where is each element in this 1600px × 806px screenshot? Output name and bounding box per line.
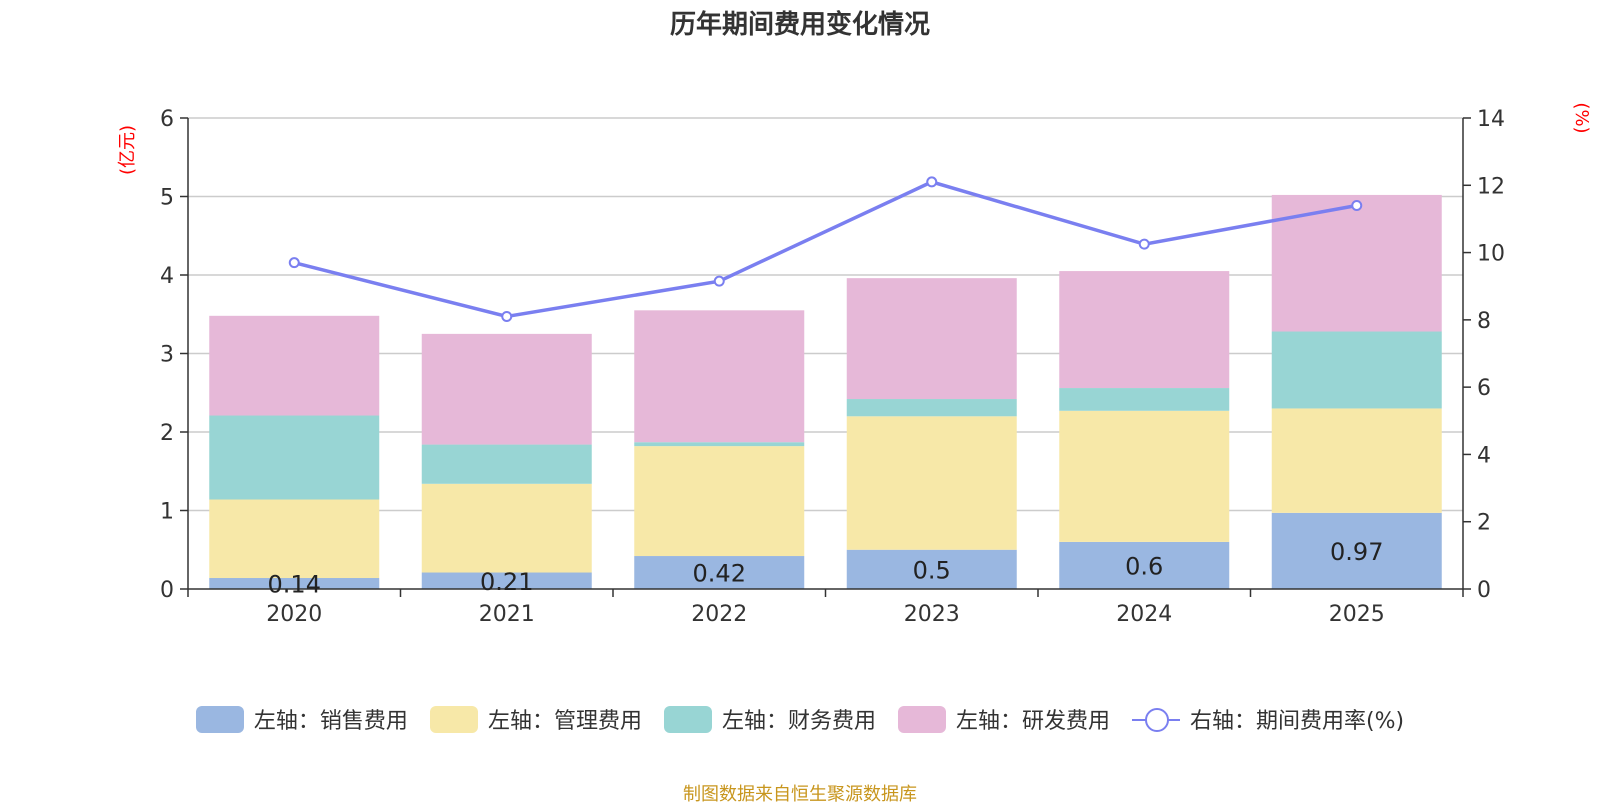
bar-segment-2-2025 xyxy=(1271,331,1442,409)
right-axis-tick-label: 8 xyxy=(1477,309,1491,334)
data-source-note: 制图数据来自恒生聚源数据库 xyxy=(683,784,917,805)
right-axis-tick-label: 2 xyxy=(1477,511,1491,536)
chart-title: 历年期间费用变化情况 xyxy=(669,10,930,40)
bar-segment-2-2021 xyxy=(421,444,592,484)
left-axis-unit: (亿元) xyxy=(117,125,138,175)
bar-segment-1-2024 xyxy=(1059,410,1230,542)
bar-data-label: 0.5 xyxy=(913,556,951,584)
expense-rate-line xyxy=(293,180,1358,319)
bar-segment-1-2023 xyxy=(846,416,1017,550)
left-axis-tick-label: 0 xyxy=(160,578,174,603)
expense-rate-point xyxy=(713,275,725,287)
x-axis-tick-label: 2021 xyxy=(479,602,535,627)
bar-segment-0-2025 xyxy=(1271,512,1442,589)
left-axis-tick-label: 3 xyxy=(160,343,174,368)
bar-segment-3-2025 xyxy=(1271,194,1442,332)
bar-segment-3-2021 xyxy=(421,333,592,445)
bar-segment-3-2023 xyxy=(846,278,1017,400)
expense-rate-point xyxy=(1351,199,1363,211)
bar-data-label: 0.42 xyxy=(693,560,746,588)
legend-label-sales: 左轴：销售费用 xyxy=(253,709,408,734)
bar-layer xyxy=(209,194,1442,589)
x-axis-tick-label: 2020 xyxy=(266,602,322,627)
bar-segment-3-2020 xyxy=(209,315,380,416)
x-axis-tick-label: 2022 xyxy=(691,602,747,627)
x-axis-tick-label: 2024 xyxy=(1116,602,1172,627)
bar-segment-2-2023 xyxy=(846,399,1017,417)
bar-segment-0-2023 xyxy=(846,549,1017,589)
x-axis-tick-label: 2023 xyxy=(904,602,960,627)
bar-segment-2-2024 xyxy=(1059,388,1230,411)
chart-legend: 左轴：销售费用 左轴：管理费用 左轴：财务费用 左轴：研发费用 右轴：期间费用率… xyxy=(0,703,1600,735)
bar-segment-0-2022 xyxy=(634,556,805,589)
right-axis-unit: (%) xyxy=(1571,102,1592,133)
expense-rate-point xyxy=(501,310,513,322)
bar-segment-2-2022 xyxy=(634,442,805,447)
right-axis-tick-label: 6 xyxy=(1477,376,1491,401)
bar-segment-1-2020 xyxy=(209,499,380,579)
expense-rate-point xyxy=(1138,238,1150,250)
right-axis-tick-label: 4 xyxy=(1477,443,1491,468)
bar-segment-1-2021 xyxy=(421,483,592,573)
bar-segment-2-2020 xyxy=(209,415,380,500)
legend-swatch-sales xyxy=(195,705,244,733)
left-axis-tick-label: 1 xyxy=(160,500,174,525)
right-axis-tick-label: 0 xyxy=(1477,578,1491,603)
bar-data-label: 0.14 xyxy=(268,571,321,599)
legend-label-finance: 左轴：财务费用 xyxy=(721,709,876,734)
left-axis-tick-label: 4 xyxy=(160,264,174,289)
x-axis-tick-label: 2025 xyxy=(1329,602,1385,627)
legend-label-expense-rate: 右轴：期间费用率(%) xyxy=(1189,709,1405,734)
expense-rate-point xyxy=(288,257,300,269)
legend-item-expense-rate[interactable]: 右轴：期间费用率(%) xyxy=(1131,703,1405,735)
bar-segment-0-2021 xyxy=(421,572,592,589)
legend-item-rnd[interactable]: 左轴：研发费用 xyxy=(897,703,1110,735)
legend-line-marker-icon xyxy=(1131,706,1180,733)
right-axis-tick-label: 12 xyxy=(1477,174,1505,199)
grid-layer xyxy=(188,117,1463,512)
line-layer xyxy=(288,176,1363,322)
bar-segment-3-2024 xyxy=(1059,271,1230,389)
bar-data-label: 0.6 xyxy=(1125,552,1163,580)
legend-label-admin: 左轴：管理费用 xyxy=(487,709,642,734)
legend-item-admin[interactable]: 左轴：管理费用 xyxy=(429,703,642,735)
right-axis-tick-label: 14 xyxy=(1477,107,1505,132)
legend-swatch-finance xyxy=(663,705,712,733)
bar-segment-0-2024 xyxy=(1059,541,1230,589)
bar-segment-1-2022 xyxy=(634,446,805,557)
legend-swatch-admin xyxy=(429,705,478,733)
legend-item-finance[interactable]: 左轴：财务费用 xyxy=(663,703,876,735)
left-axis-tick-label: 6 xyxy=(160,107,174,132)
bar-segment-3-2022 xyxy=(634,310,805,443)
expense-rate-point xyxy=(926,176,938,188)
bar-data-label: 0.21 xyxy=(480,568,533,596)
left-axis-tick-label: 2 xyxy=(160,421,174,446)
right-axis-tick-label: 10 xyxy=(1477,242,1505,267)
legend-swatch-rnd xyxy=(897,705,946,733)
bar-data-label: 0.97 xyxy=(1330,538,1383,566)
legend-item-sales[interactable]: 左轴：销售费用 xyxy=(195,703,408,735)
bar-segment-1-2025 xyxy=(1271,408,1442,513)
bar-segment-0-2020 xyxy=(209,578,380,589)
label-layer: 0.14 0.21 0.42 0.5 0.6 0.97 xyxy=(268,538,1384,599)
left-axis-tick-label: 5 xyxy=(160,186,174,211)
legend-label-rnd: 左轴：研发费用 xyxy=(955,709,1110,734)
